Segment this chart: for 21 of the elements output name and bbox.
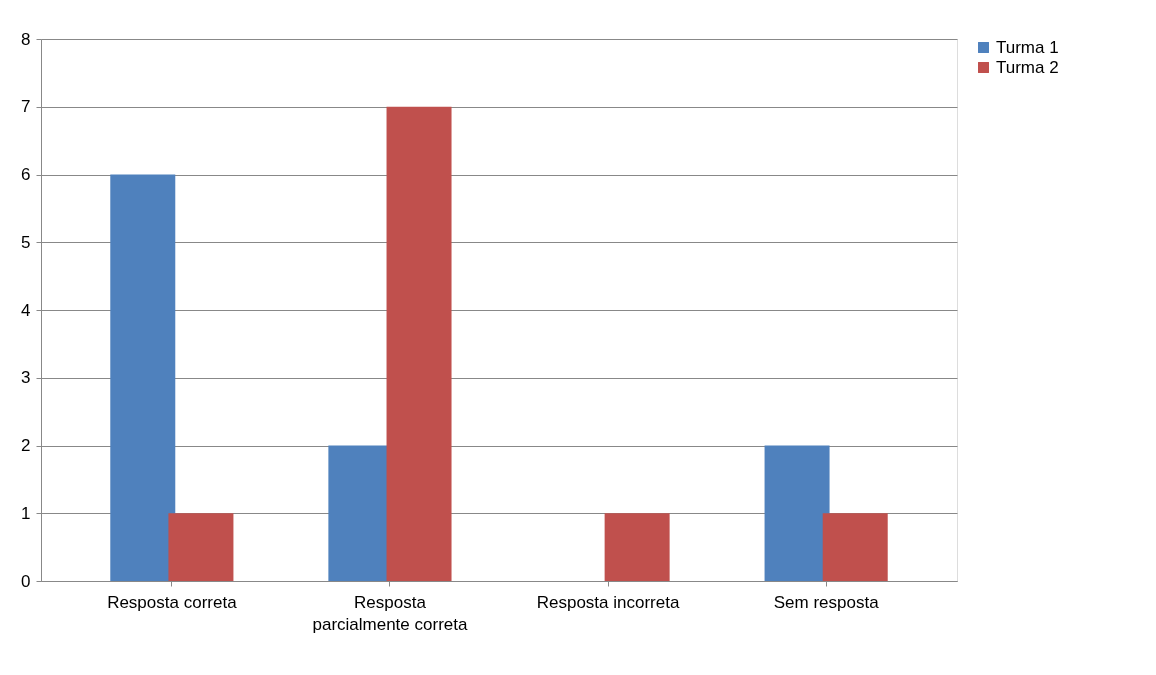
y-tick-label: 2	[21, 436, 31, 455]
x-tick-label: Resposta parcialmente correta	[312, 592, 468, 634]
legend-label: Turma 1	[996, 37, 1059, 57]
bar	[822, 513, 888, 581]
bar	[386, 106, 452, 581]
legend-label: Turma 2	[996, 57, 1059, 77]
y-tick-label: 4	[21, 300, 31, 320]
bar	[168, 513, 234, 581]
bar	[110, 174, 176, 581]
y-tick-label: 5	[21, 232, 31, 252]
x-tick-label: Sem resposta	[773, 592, 880, 612]
x-tick-label: Resposta incorreta	[536, 592, 680, 612]
bar	[604, 513, 670, 581]
y-tick-label: 3	[21, 368, 31, 388]
x-tick-label: Resposta correta	[107, 592, 238, 612]
y-tick-label: 6	[21, 165, 31, 184]
y-tick-label: 1	[21, 503, 31, 523]
y-tick-label: 8	[21, 29, 31, 49]
y-tick-label: 0	[21, 571, 31, 591]
bar	[764, 445, 830, 581]
y-tick-label: 7	[21, 97, 31, 117]
